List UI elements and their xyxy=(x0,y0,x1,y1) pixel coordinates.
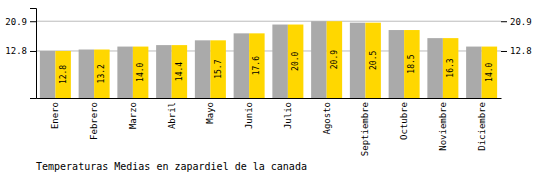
tick-label: Mayo xyxy=(205,102,215,124)
bar xyxy=(311,21,327,98)
bar xyxy=(272,25,288,98)
tick-label: 12.8 xyxy=(510,46,532,56)
axis-line xyxy=(30,9,37,99)
tick: Octubre xyxy=(399,102,409,140)
y-axis: 12.8 20.9 xyxy=(5,9,36,99)
tick: Junio xyxy=(244,102,254,129)
tick-label: Marzo xyxy=(128,102,138,129)
tick: 20.9 xyxy=(501,17,532,27)
bar xyxy=(40,51,56,98)
axis-line xyxy=(37,98,502,99)
tick: Diciembre xyxy=(477,102,487,151)
chart: 12.8 13.2 14.0 14.4 15.7 17.6 20.0 20.9 20.5 18.5… xyxy=(0,0,537,174)
tick-label: Febrero xyxy=(89,102,99,140)
tick: 12.8 xyxy=(5,46,36,56)
bar xyxy=(210,40,226,98)
data-label: 14.0 xyxy=(485,62,494,81)
bar xyxy=(482,47,498,98)
bar xyxy=(172,45,188,98)
tick: Enero xyxy=(50,102,60,129)
plot: 12.8 13.2 14.0 14.4 15.7 17.6 20.0 20.9 20.5 18.5… xyxy=(5,9,531,157)
tick: Agosto xyxy=(322,102,332,135)
tick: Septiembre xyxy=(360,102,370,156)
bar xyxy=(350,23,366,98)
bar xyxy=(427,38,443,98)
tick: Julio xyxy=(283,102,293,129)
data-labels: 12.8 13.2 14.0 14.4 15.7 17.6 20.0 20.9 20.5 18.5… xyxy=(59,50,494,84)
tick-label: Septiembre xyxy=(360,102,370,156)
bar xyxy=(404,30,420,98)
tick-label: Enero xyxy=(50,102,60,129)
bar-series xyxy=(55,21,497,98)
data-label: 12.8 xyxy=(59,65,68,84)
tick-label: Agosto xyxy=(322,102,332,135)
data-label: 18.5 xyxy=(407,54,416,73)
bar xyxy=(389,30,405,98)
bar xyxy=(234,33,250,98)
tick: Abril xyxy=(167,102,177,129)
tick-label: Junio xyxy=(244,102,254,129)
data-label: 20.5 xyxy=(369,51,378,70)
tick-label: 20.9 xyxy=(510,17,532,27)
tick-label: 12.8 xyxy=(5,46,27,56)
tick: 12.8 xyxy=(501,46,532,56)
data-label: 17.6 xyxy=(252,56,261,75)
tick-label: Octubre xyxy=(399,102,409,140)
bar xyxy=(156,45,172,98)
tick: Marzo xyxy=(128,102,138,129)
tick: 20.9 xyxy=(5,17,36,27)
bar xyxy=(79,50,95,98)
y-axis-right: 12.8 20.9 xyxy=(501,17,532,57)
tick-mark xyxy=(501,21,507,22)
bar-series xyxy=(40,21,482,98)
data-label: 14.4 xyxy=(175,62,184,81)
bar xyxy=(133,47,149,98)
bar xyxy=(443,38,459,98)
tick-mark xyxy=(501,51,507,52)
bar xyxy=(94,50,110,98)
data-label: 14.0 xyxy=(136,62,145,81)
tick: Noviembre xyxy=(438,102,448,151)
tick-mark xyxy=(30,21,36,22)
tick: Febrero xyxy=(89,102,99,140)
data-label: 15.7 xyxy=(214,59,223,78)
data-label: 20.9 xyxy=(330,50,339,69)
bar xyxy=(365,23,381,98)
data-label: 20.0 xyxy=(291,51,300,70)
bar xyxy=(327,21,343,98)
data-label: 13.2 xyxy=(97,64,106,83)
title: Temperaturas Medias en zapardiel de la c… xyxy=(36,161,307,172)
bar xyxy=(288,25,304,98)
grid-line xyxy=(36,21,501,22)
bar xyxy=(466,47,482,98)
tick: Mayo xyxy=(205,102,215,124)
data-label: 16.3 xyxy=(446,58,455,77)
tick-label: Diciembre xyxy=(477,102,487,151)
x-axis: Enero Febrero Marzo Abril Mayo Junio Julio Agos… xyxy=(37,99,502,157)
tick-label: Julio xyxy=(283,102,293,129)
bar xyxy=(249,33,265,98)
tick-label: Noviembre xyxy=(438,102,448,151)
bar xyxy=(195,40,211,98)
bar xyxy=(55,51,71,98)
bar xyxy=(117,47,133,98)
bars xyxy=(40,21,497,98)
tick-label: 20.9 xyxy=(5,17,27,27)
tick-mark xyxy=(30,51,36,52)
tick-label: Abril xyxy=(167,102,177,129)
